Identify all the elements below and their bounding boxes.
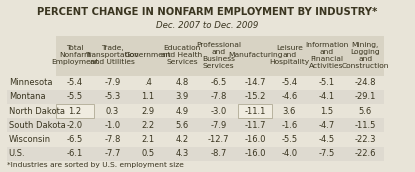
Text: -29.1: -29.1 <box>354 93 376 101</box>
Text: -24.8: -24.8 <box>354 78 376 87</box>
Text: -1.6: -1.6 <box>281 121 298 130</box>
Text: Mining,
Logging
and
Construction: Mining, Logging and Construction <box>342 42 389 68</box>
Text: 5.6: 5.6 <box>359 107 372 116</box>
Text: -5.3: -5.3 <box>104 93 121 101</box>
Text: -2.0: -2.0 <box>67 121 83 130</box>
Text: -22.6: -22.6 <box>354 149 376 158</box>
Text: 0.5: 0.5 <box>141 149 154 158</box>
Text: 0.3: 0.3 <box>106 107 119 116</box>
Text: 2.2: 2.2 <box>141 121 154 130</box>
Text: -11.5: -11.5 <box>354 121 376 130</box>
Text: -4.1: -4.1 <box>319 93 334 101</box>
Text: Government: Government <box>124 52 171 58</box>
Text: -6.1: -6.1 <box>67 149 83 158</box>
Text: Minnesota: Minnesota <box>9 78 52 87</box>
Text: 4.8: 4.8 <box>176 78 188 87</box>
Text: -16.0: -16.0 <box>244 135 266 144</box>
Text: -15.2: -15.2 <box>244 93 266 101</box>
Text: -5.4: -5.4 <box>281 78 298 87</box>
Text: -4.7: -4.7 <box>318 121 335 130</box>
Text: -11.7: -11.7 <box>244 121 266 130</box>
Text: Professional
and
Business
Services: Professional and Business Services <box>196 42 241 68</box>
Text: -5.5: -5.5 <box>281 135 298 144</box>
Text: 4.9: 4.9 <box>176 107 188 116</box>
Text: -11.1: -11.1 <box>244 107 266 116</box>
Text: -4.6: -4.6 <box>281 93 298 101</box>
Text: -3.0: -3.0 <box>210 107 227 116</box>
Text: -14.7: -14.7 <box>244 78 266 87</box>
Text: -4.5: -4.5 <box>319 135 334 144</box>
Text: .4: .4 <box>144 78 151 87</box>
Text: -22.3: -22.3 <box>354 135 376 144</box>
Text: -16.0: -16.0 <box>244 149 266 158</box>
Text: 5.6: 5.6 <box>176 121 188 130</box>
Text: Trade,
Transportation
and Utilities: Trade, Transportation and Utilities <box>85 45 139 65</box>
Text: Manufacturing: Manufacturing <box>228 52 282 58</box>
Text: 3.6: 3.6 <box>283 107 296 116</box>
Text: North Dakota: North Dakota <box>9 107 65 116</box>
Text: -4.0: -4.0 <box>281 149 298 158</box>
Text: Total
Nonfarm
Employment: Total Nonfarm Employment <box>51 45 99 65</box>
Text: Leisure
and
Hospitality: Leisure and Hospitality <box>269 45 310 65</box>
Text: -7.8: -7.8 <box>210 93 227 101</box>
Text: U.S.: U.S. <box>9 149 25 158</box>
Text: Wisconsin: Wisconsin <box>9 135 51 144</box>
Text: -5.5: -5.5 <box>67 93 83 101</box>
Text: 4.3: 4.3 <box>176 149 188 158</box>
Text: -7.8: -7.8 <box>104 135 121 144</box>
Text: 4.2: 4.2 <box>176 135 188 144</box>
Text: -6.5: -6.5 <box>210 78 227 87</box>
Text: Education
and Health
Services: Education and Health Services <box>161 45 203 65</box>
Text: 1.2: 1.2 <box>68 107 82 116</box>
Text: -7.9: -7.9 <box>210 121 227 130</box>
Text: PERCENT CHANGE IN NONFARM EMPLOYMENT BY INDUSTRY*: PERCENT CHANGE IN NONFARM EMPLOYMENT BY … <box>37 7 378 17</box>
Text: *Industries are sorted by U.S. employment size: *Industries are sorted by U.S. employmen… <box>7 162 184 168</box>
Text: -7.5: -7.5 <box>318 149 335 158</box>
Text: Dec. 2007 to Dec. 2009: Dec. 2007 to Dec. 2009 <box>156 21 259 30</box>
Text: -8.7: -8.7 <box>210 149 227 158</box>
Text: -6.5: -6.5 <box>67 135 83 144</box>
Text: 1.1: 1.1 <box>141 93 154 101</box>
Text: Information
and
Financial
Activities: Information and Financial Activities <box>305 42 348 68</box>
Text: South Dakota: South Dakota <box>9 121 66 130</box>
Text: 2.9: 2.9 <box>141 107 154 116</box>
Text: -7.7: -7.7 <box>104 149 121 158</box>
Text: -5.4: -5.4 <box>67 78 83 87</box>
Text: -5.1: -5.1 <box>319 78 334 87</box>
Text: -7.9: -7.9 <box>104 78 121 87</box>
Text: 1.5: 1.5 <box>320 107 333 116</box>
Text: 3.9: 3.9 <box>176 93 188 101</box>
Text: -1.0: -1.0 <box>105 121 120 130</box>
Text: 2.1: 2.1 <box>141 135 154 144</box>
Text: -12.7: -12.7 <box>208 135 229 144</box>
Text: Montana: Montana <box>9 93 45 101</box>
